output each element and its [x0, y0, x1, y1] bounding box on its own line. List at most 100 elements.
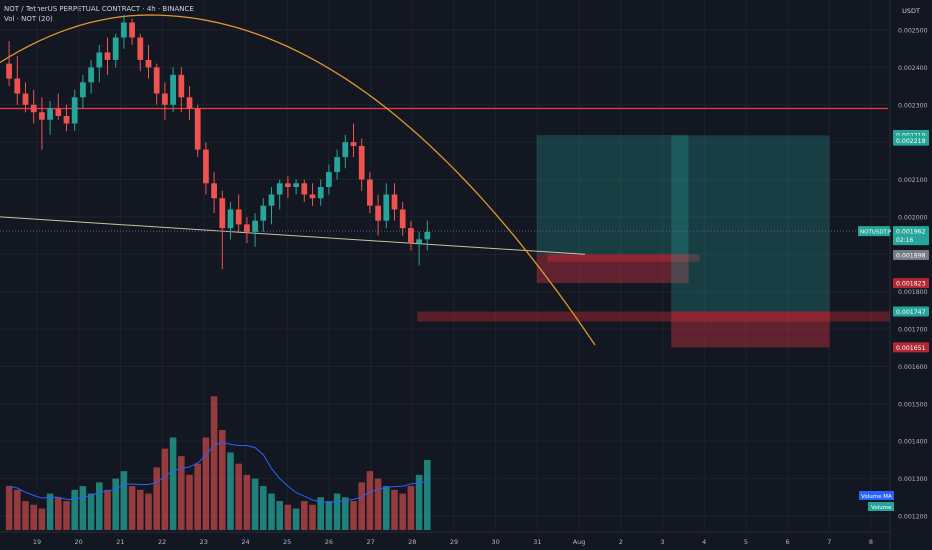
volume-badge — [868, 502, 894, 511]
volume-bar — [317, 497, 324, 530]
volume-bars — [5, 396, 431, 530]
volume-bar — [391, 489, 398, 530]
volume-bar — [276, 501, 283, 530]
candle-body — [137, 37, 144, 60]
time-tick-label: Aug — [573, 538, 586, 546]
volume-bar — [5, 486, 13, 530]
time-tick-label: 26 — [325, 538, 333, 546]
volume-bar — [55, 497, 62, 530]
volume-bar — [202, 437, 210, 530]
volume-bar — [251, 478, 259, 530]
price-label-badge — [893, 278, 929, 289]
price-tick-label: 0.002300 — [898, 102, 928, 109]
time-tick-label: 21 — [116, 538, 124, 546]
parabolic-curve — [0, 14, 596, 346]
price-label-badge — [893, 135, 929, 146]
time-tick-label: 28 — [408, 538, 416, 546]
chart-legend: NOT / TetherUS PERPETUAL CONTRACT · 4h ·… — [4, 4, 194, 24]
candle-body — [96, 52, 103, 68]
trend-line — [0, 216, 586, 255]
time-tick-label: 2 — [619, 538, 623, 546]
volume-ma-text: Volume MA — [861, 494, 892, 500]
candle-body — [153, 67, 160, 94]
candle-body — [39, 112, 45, 120]
candle-body — [260, 205, 267, 221]
time-tick-label: 30 — [492, 538, 500, 546]
current-price-text: 0.001962 — [896, 229, 926, 236]
volume-bar — [71, 489, 78, 530]
candle-body — [227, 209, 234, 229]
countdown-text: 02:16 — [896, 237, 913, 244]
profit-zone — [671, 135, 830, 312]
candle-body — [71, 97, 78, 124]
volume-bar — [96, 482, 103, 530]
volume-bar — [399, 493, 406, 530]
volume-bar — [153, 467, 160, 530]
currency-label[interactable]: USDT — [902, 7, 920, 15]
price-tick-label: 0.002000 — [898, 214, 928, 221]
candle-body — [301, 183, 308, 195]
trend-lines — [0, 14, 888, 346]
price-label-text: 0.002218 — [896, 138, 926, 145]
price-axis[interactable]: USDT0.0025000.0024000.0023000.0022000.00… — [858, 0, 932, 550]
candle-body — [186, 97, 193, 109]
candle-body — [375, 205, 381, 221]
candle-body — [235, 209, 242, 225]
supply-zone — [417, 311, 932, 322]
volume-bar — [358, 482, 365, 530]
candle-body — [88, 67, 94, 83]
volume-bar — [243, 474, 251, 530]
candle-body — [30, 104, 37, 113]
time-tick-label: 8 — [869, 538, 873, 546]
volume-bar — [112, 478, 119, 530]
price-label-text: 0.001747 — [896, 309, 926, 316]
volume-bar — [260, 486, 267, 530]
supply-zone — [547, 254, 700, 262]
price-label-badge — [893, 250, 929, 261]
time-tick-label: 29 — [450, 538, 458, 546]
price-tick-label: 0.001200 — [898, 514, 928, 521]
volume-bar — [342, 497, 349, 530]
time-axis[interactable]: 19 20 21 22 23 24 25 26 27 28 29 30 31 Aug 2 3 4 5 6 7 8 — [0, 531, 890, 550]
volume-bar — [46, 493, 54, 530]
price-tick-label: 0.002400 — [898, 65, 928, 72]
volume-bar — [145, 493, 152, 530]
volume-bar — [161, 448, 169, 530]
candle-body — [399, 209, 406, 229]
time-tick-label: 31 — [533, 538, 541, 546]
current-price-badge — [893, 226, 929, 246]
candle-body — [309, 194, 316, 199]
candle-body — [350, 142, 357, 146]
candle-body — [342, 142, 349, 158]
candle-body — [104, 52, 111, 60]
price-tick-label: 0.001600 — [898, 364, 928, 371]
candle-body — [170, 74, 176, 105]
time-tick-label: 19 — [33, 538, 41, 546]
candle-body — [293, 183, 299, 188]
symbol-title[interactable]: NOT / TetherUS PERPETUAL CONTRACT · 4h ·… — [4, 5, 194, 13]
time-tick-label: 23 — [200, 538, 208, 546]
price-tick-label: 0.001500 — [898, 401, 928, 408]
candle-body — [145, 59, 152, 68]
volume-ma-badge — [859, 491, 894, 500]
time-tick-label: 7 — [827, 538, 831, 546]
volume-bar — [87, 493, 95, 530]
candle-body — [367, 179, 373, 206]
candle-body — [391, 194, 398, 210]
volume-bar — [104, 489, 111, 530]
candle-body — [334, 157, 340, 173]
volume-bar — [268, 493, 275, 530]
time-tick-label: 22 — [158, 538, 166, 546]
candle-body — [14, 78, 21, 94]
time-tick-label: 3 — [660, 538, 664, 546]
volume-bar — [137, 489, 144, 530]
time-tick-label: 20 — [75, 538, 83, 546]
price-label-badge — [893, 306, 929, 317]
candle-body — [317, 187, 324, 199]
volume-indicator-label[interactable]: Vol · NOT (20) — [4, 15, 53, 23]
volume-bar — [128, 486, 136, 530]
candlesticks — [6, 15, 431, 270]
candle-body — [22, 93, 29, 105]
time-tick-label: 24 — [241, 538, 249, 546]
